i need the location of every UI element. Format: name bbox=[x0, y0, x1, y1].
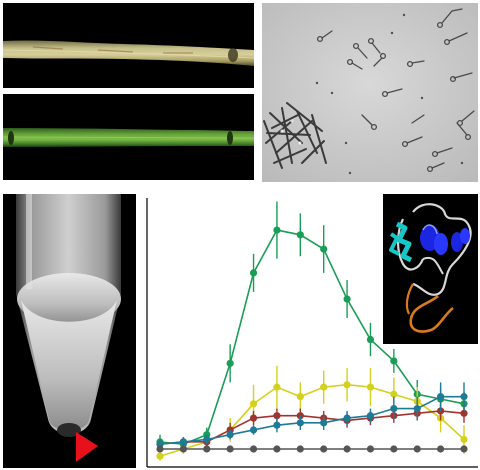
data-point bbox=[273, 421, 281, 429]
data-point bbox=[296, 231, 304, 239]
data-point bbox=[413, 404, 421, 413]
data-point bbox=[320, 419, 328, 427]
data-point bbox=[179, 438, 187, 446]
data-point bbox=[249, 414, 258, 422]
data-point bbox=[366, 335, 375, 344]
data-point bbox=[156, 452, 164, 460]
data-point bbox=[296, 419, 304, 427]
data-point bbox=[320, 383, 328, 391]
data-point bbox=[203, 445, 211, 453]
data-point bbox=[460, 409, 468, 417]
data-point bbox=[437, 445, 445, 453]
data-point bbox=[273, 226, 281, 234]
data-point bbox=[390, 404, 398, 413]
data-point bbox=[156, 445, 164, 453]
data-point bbox=[366, 412, 375, 420]
data-point bbox=[296, 393, 304, 401]
data-point bbox=[249, 445, 258, 453]
data-point bbox=[249, 426, 258, 434]
protein-structure-inset bbox=[383, 194, 478, 344]
data-point bbox=[320, 445, 328, 453]
data-point bbox=[366, 383, 375, 391]
data-point bbox=[343, 381, 351, 389]
series-red bbox=[156, 401, 468, 449]
chart-svg bbox=[146, 198, 478, 468]
microscopy-image bbox=[262, 3, 478, 182]
data-point bbox=[343, 295, 351, 303]
data-point bbox=[390, 445, 398, 453]
green-stem-photo bbox=[3, 94, 254, 180]
dried-stem-photo bbox=[3, 3, 254, 88]
data-point bbox=[460, 393, 468, 401]
data-point bbox=[296, 412, 304, 420]
data-point bbox=[179, 445, 187, 453]
data-point bbox=[226, 359, 234, 367]
data-point bbox=[273, 383, 281, 391]
series-line bbox=[159, 395, 464, 446]
data-point bbox=[437, 393, 445, 401]
data-point bbox=[273, 412, 281, 420]
series-line bbox=[159, 229, 465, 446]
data-point bbox=[460, 445, 468, 453]
data-point bbox=[273, 445, 281, 453]
data-point bbox=[296, 445, 304, 453]
data-point bbox=[226, 431, 234, 439]
centrifuge-tube-photo bbox=[3, 194, 136, 468]
data-point bbox=[343, 445, 351, 453]
series-layer bbox=[156, 201, 468, 461]
data-point bbox=[413, 445, 421, 453]
data-point bbox=[203, 435, 211, 444]
red-arrowhead-icon bbox=[76, 432, 98, 462]
series-blue bbox=[156, 382, 468, 449]
series-line bbox=[159, 410, 465, 446]
data-point bbox=[249, 269, 258, 277]
data-point bbox=[366, 445, 375, 453]
data-point bbox=[226, 445, 234, 453]
data-point bbox=[460, 435, 468, 444]
data-point bbox=[390, 357, 398, 365]
data-point bbox=[390, 390, 398, 398]
series-gray bbox=[156, 445, 468, 453]
data-point bbox=[249, 400, 258, 408]
data-point bbox=[320, 245, 328, 253]
data-point bbox=[343, 414, 351, 422]
